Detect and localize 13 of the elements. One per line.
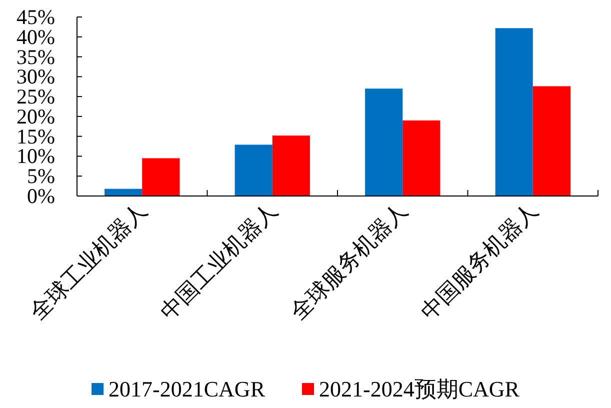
x-tick-label: 全球服务机器人: [286, 198, 412, 324]
bar: [532, 86, 570, 196]
bar: [234, 144, 272, 196]
x-tick-label: 中国服务机器人: [416, 198, 542, 324]
x-tick-label: 中国工业机器人: [155, 198, 282, 324]
legend-label: 2021-2024预期CAGR: [319, 376, 520, 402]
bar: [495, 28, 533, 196]
bar: [402, 120, 440, 196]
bar: [104, 188, 142, 196]
legend-label: 2017-2021CAGR: [108, 376, 266, 402]
bar: [272, 136, 310, 196]
bar: [142, 158, 180, 196]
bar: [365, 88, 403, 196]
